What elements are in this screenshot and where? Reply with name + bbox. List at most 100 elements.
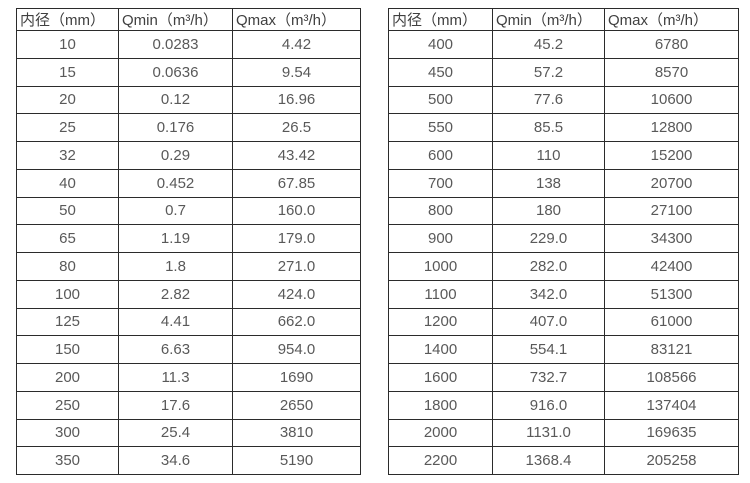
qmax-cell: 2650 xyxy=(232,390,361,420)
table-row: 1100 342.0 51300 xyxy=(388,279,739,309)
flow-spec-table-small-diameters: 内径（mm） Qmin（m³/h） Qmax（m³/h） 10 0.0283 4.42 15… xyxy=(16,8,361,475)
diameter-cell: 900 xyxy=(388,224,493,253)
table-row: 2000 1131.0 169635 xyxy=(388,418,739,448)
qmax-cell: 16.96 xyxy=(232,85,361,115)
qmin-cell: 2.82 xyxy=(118,279,233,309)
table-row: 10 0.0283 4.42 xyxy=(16,30,361,59)
qmin-cell: 0.176 xyxy=(118,113,233,142)
diameter-cell: 40 xyxy=(16,168,119,198)
qmin-cell: 0.7 xyxy=(118,196,233,226)
table-row: 1400 554.1 83121 xyxy=(388,335,739,364)
table-row: 1200 407.0 61000 xyxy=(388,307,739,337)
diameter-cell: 300 xyxy=(16,418,119,448)
qmin-cell: 0.0636 xyxy=(118,57,233,87)
table-row: 400 45.2 6780 xyxy=(388,30,739,59)
diameter-cell: 350 xyxy=(16,446,119,475)
qmax-cell: 27100 xyxy=(604,196,739,226)
table-row: 80 1.8 271.0 xyxy=(16,252,361,281)
qmin-cell: 229.0 xyxy=(492,224,605,253)
qmax-cell: 67.85 xyxy=(232,168,361,198)
diameter-cell: 150 xyxy=(16,335,119,364)
qmax-header: Qmax（m³/h） xyxy=(604,8,739,31)
diameter-header: 内径（mm） xyxy=(388,8,493,31)
qmin-header: Qmin（m³/h） xyxy=(492,8,605,31)
diameter-cell: 20 xyxy=(16,85,119,115)
table-row: 25 0.176 26.5 xyxy=(16,113,361,142)
qmax-cell: 26.5 xyxy=(232,113,361,142)
table-row: 15 0.0636 9.54 xyxy=(16,57,361,87)
qmin-cell: 180 xyxy=(492,196,605,226)
qmin-cell: 4.41 xyxy=(118,307,233,337)
qmax-cell: 12800 xyxy=(604,113,739,142)
qmin-cell: 85.5 xyxy=(492,113,605,142)
qmin-cell: 1131.0 xyxy=(492,418,605,448)
flow-spec-table-large-diameters: 内径（mm） Qmin（m³/h） Qmax（m³/h） 400 45.2 6780 450… xyxy=(388,8,739,475)
diameter-cell: 600 xyxy=(388,141,493,170)
qmax-cell: 137404 xyxy=(604,390,739,420)
table-row: 450 57.2 8570 xyxy=(388,57,739,87)
table-row: 800 180 27100 xyxy=(388,196,739,226)
table-row: 65 1.19 179.0 xyxy=(16,224,361,253)
qmin-cell: 17.6 xyxy=(118,390,233,420)
qmax-cell: 662.0 xyxy=(232,307,361,337)
qmax-header: Qmax（m³/h） xyxy=(232,8,361,31)
qmax-cell: 1690 xyxy=(232,363,361,392)
qmin-cell: 25.4 xyxy=(118,418,233,448)
qmax-cell: 10600 xyxy=(604,85,739,115)
qmin-cell: 77.6 xyxy=(492,85,605,115)
diameter-cell: 250 xyxy=(16,390,119,420)
qmax-cell: 42400 xyxy=(604,252,739,281)
table-row: 1600 732.7 108566 xyxy=(388,363,739,392)
qmin-cell: 407.0 xyxy=(492,307,605,337)
diameter-header: 内径（mm） xyxy=(16,8,119,31)
qmax-cell: 169635 xyxy=(604,418,739,448)
diameter-cell: 65 xyxy=(16,224,119,253)
qmin-cell: 138 xyxy=(492,168,605,198)
qmin-cell: 45.2 xyxy=(492,30,605,59)
table-row: 2200 1368.4 205258 xyxy=(388,446,739,475)
qmin-cell: 0.452 xyxy=(118,168,233,198)
qmax-cell: 3810 xyxy=(232,418,361,448)
qmin-cell: 732.7 xyxy=(492,363,605,392)
diameter-cell: 1200 xyxy=(388,307,493,337)
diameter-cell: 1000 xyxy=(388,252,493,281)
qmax-cell: 43.42 xyxy=(232,141,361,170)
diameter-cell: 400 xyxy=(388,30,493,59)
table-row: 550 85.5 12800 xyxy=(388,113,739,142)
table-row: 600 110 15200 xyxy=(388,141,739,170)
diameter-cell: 50 xyxy=(16,196,119,226)
qmin-cell: 554.1 xyxy=(492,335,605,364)
qmin-cell: 1.19 xyxy=(118,224,233,253)
diameter-cell: 450 xyxy=(388,57,493,87)
diameter-cell: 100 xyxy=(16,279,119,309)
qmin-cell: 57.2 xyxy=(492,57,605,87)
table-row: 250 17.6 2650 xyxy=(16,390,361,420)
qmin-cell: 1368.4 xyxy=(492,446,605,475)
qmax-cell: 20700 xyxy=(604,168,739,198)
qmax-cell: 5190 xyxy=(232,446,361,475)
table-row: 1800 916.0 137404 xyxy=(388,390,739,420)
diameter-cell: 550 xyxy=(388,113,493,142)
qmax-cell: 6780 xyxy=(604,30,739,59)
table-row: 150 6.63 954.0 xyxy=(16,335,361,364)
qmax-cell: 15200 xyxy=(604,141,739,170)
qmax-cell: 205258 xyxy=(604,446,739,475)
diameter-cell: 200 xyxy=(16,363,119,392)
table-row: 1000 282.0 42400 xyxy=(388,252,739,281)
qmax-cell: 424.0 xyxy=(232,279,361,309)
table-row: 32 0.29 43.42 xyxy=(16,141,361,170)
qmax-cell: 160.0 xyxy=(232,196,361,226)
qmin-cell: 342.0 xyxy=(492,279,605,309)
qmax-cell: 61000 xyxy=(604,307,739,337)
table-row: 700 138 20700 xyxy=(388,168,739,198)
qmin-cell: 1.8 xyxy=(118,252,233,281)
qmin-cell: 34.6 xyxy=(118,446,233,475)
diameter-cell: 1600 xyxy=(388,363,493,392)
table-row: 300 25.4 3810 xyxy=(16,418,361,448)
diameter-cell: 80 xyxy=(16,252,119,281)
qmin-header: Qmin（m³/h） xyxy=(118,8,233,31)
qmin-cell: 916.0 xyxy=(492,390,605,420)
diameter-cell: 25 xyxy=(16,113,119,142)
diameter-cell: 500 xyxy=(388,85,493,115)
qmin-cell: 110 xyxy=(492,141,605,170)
